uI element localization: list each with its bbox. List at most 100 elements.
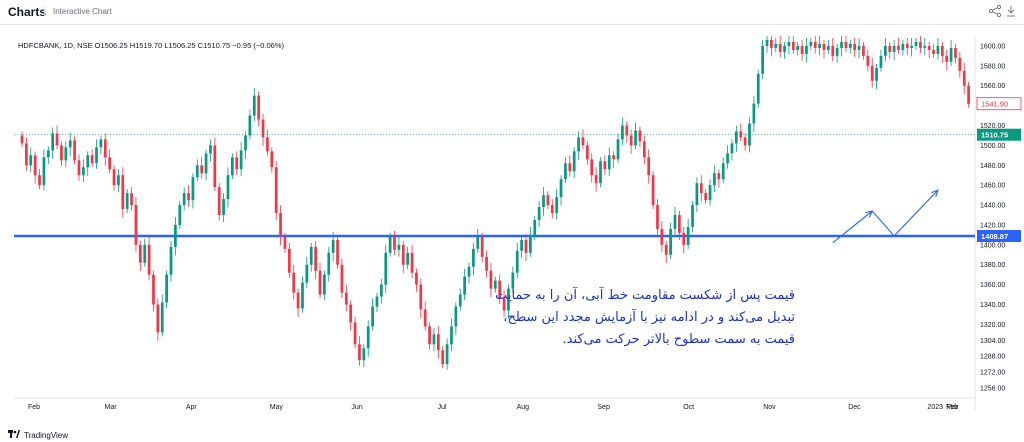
candle-body xyxy=(73,140,76,161)
x-tick-label: Mar xyxy=(104,404,117,411)
tradingview-logo-icon xyxy=(8,430,20,440)
candle-body xyxy=(572,151,576,172)
candle-body xyxy=(366,326,370,349)
x-tick-label: May xyxy=(270,404,284,411)
x-tick-label: Sep xyxy=(597,404,610,411)
candle-body xyxy=(910,45,914,48)
candle-body xyxy=(239,150,243,170)
candle-body xyxy=(919,41,922,48)
candle-body xyxy=(81,167,85,176)
candle-body xyxy=(686,226,690,245)
candle-body xyxy=(721,163,725,180)
candle-body xyxy=(287,248,291,273)
candle-body xyxy=(257,95,261,120)
candle-body xyxy=(327,252,331,275)
x-tick-label: Apr xyxy=(186,404,198,411)
candle-body xyxy=(875,67,878,81)
candle-body xyxy=(962,70,966,86)
candle-body xyxy=(940,45,944,56)
y-tick-label: 1360.00 xyxy=(980,282,1005,289)
candle-body xyxy=(713,173,716,186)
y-tick-label: 1500.00 xyxy=(980,143,1005,150)
candle-body xyxy=(415,272,418,285)
candle-body xyxy=(55,133,59,146)
candle-body xyxy=(524,239,528,253)
y-tick-label: 1288.00 xyxy=(980,354,1005,361)
candle-body xyxy=(125,193,129,210)
candle-body xyxy=(844,41,848,48)
candle-body xyxy=(691,205,694,227)
candle-body xyxy=(38,175,41,186)
candle-body xyxy=(77,160,81,176)
annotation-line-3: قیمت به سمت سطوح بالاتر حرکت می‌کند. xyxy=(562,332,795,347)
candle-body xyxy=(857,45,861,50)
candle-body xyxy=(927,45,931,50)
candle-body xyxy=(331,239,335,253)
candle-body xyxy=(647,157,651,176)
candle-body xyxy=(362,348,366,361)
candle-body xyxy=(165,274,168,303)
tradingview-footer[interactable]: TradingView xyxy=(8,430,68,440)
candle-body xyxy=(29,155,33,166)
candle-body xyxy=(529,234,532,253)
candle-body xyxy=(708,185,712,201)
candle-body xyxy=(739,131,743,138)
candle-body xyxy=(187,193,190,201)
arrow-head xyxy=(865,210,874,218)
y-tick-label: 1460.00 xyxy=(980,183,1005,190)
candle-body xyxy=(182,193,186,206)
candle-body xyxy=(660,228,664,245)
x-tick-label: Dec xyxy=(848,404,861,411)
candle-body xyxy=(791,41,795,50)
candle-body xyxy=(33,155,37,176)
y-tick-label: 1400.00 xyxy=(980,242,1005,249)
candle-body xyxy=(174,224,177,247)
download-icon[interactable] xyxy=(1004,4,1018,18)
candle-body xyxy=(64,147,68,161)
candle-body xyxy=(489,270,493,289)
candle-body xyxy=(585,145,589,160)
candle-body xyxy=(191,177,195,201)
y-tick-label: 1340.00 xyxy=(980,302,1005,309)
plot-area xyxy=(14,36,975,398)
candle-body xyxy=(734,131,738,144)
candle-body xyxy=(46,150,50,158)
price-label: 1541.90 xyxy=(981,100,1008,109)
share-icon[interactable] xyxy=(988,4,1002,18)
candle-body xyxy=(717,173,721,180)
projection-arrow[interactable] xyxy=(832,189,939,244)
candle-body xyxy=(638,130,642,142)
candle-body xyxy=(642,141,646,158)
candle-body xyxy=(892,45,896,52)
candle-body xyxy=(25,143,28,166)
candle-body xyxy=(879,55,883,68)
candle-body xyxy=(621,125,624,140)
candle-body xyxy=(160,302,164,333)
candle-body xyxy=(305,264,309,283)
annotation-line-1: قیمت پس از شکست مقاومت خط آبی، آن را به … xyxy=(495,288,795,303)
candle-body xyxy=(699,183,703,194)
candle-body xyxy=(827,45,830,50)
candle-body xyxy=(813,41,817,48)
candle-body xyxy=(778,43,782,52)
candle-body xyxy=(226,175,230,200)
candle-body xyxy=(217,187,221,216)
persian-annotation: قیمت پس از شکست مقاومت خط آبی، آن را به … xyxy=(470,285,795,351)
candle-body xyxy=(949,47,953,62)
candle-body xyxy=(244,135,247,151)
price-label-bg xyxy=(976,97,1022,111)
candle-body xyxy=(152,274,155,305)
candle-body xyxy=(358,344,361,361)
candle-body xyxy=(616,139,620,160)
y-tick-label: 1380.00 xyxy=(980,262,1005,269)
candle-body xyxy=(625,125,629,136)
candle-body xyxy=(783,45,786,52)
candle-body xyxy=(445,344,449,365)
candle-body xyxy=(932,49,935,54)
tab-interactive-chart[interactable]: Interactive Chart xyxy=(44,7,112,16)
candle-body xyxy=(108,157,112,170)
candle-body xyxy=(472,248,475,267)
candle-body xyxy=(450,326,453,345)
x-tick-label: Nov xyxy=(763,404,776,411)
